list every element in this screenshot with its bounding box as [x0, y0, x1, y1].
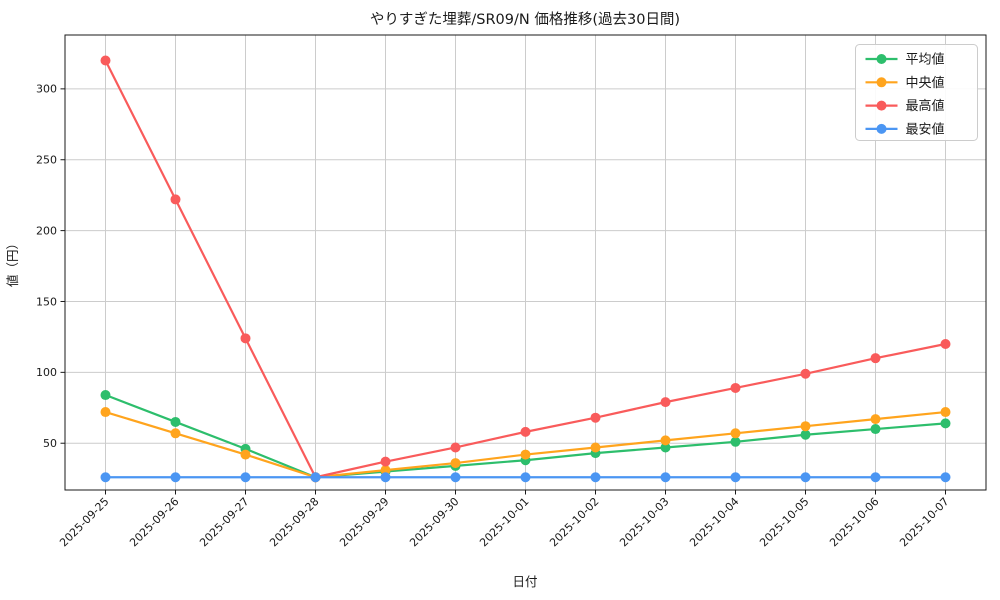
data-point [100, 390, 111, 401]
data-point [170, 428, 181, 439]
legend-label: 中央値 [906, 75, 945, 91]
data-point [660, 442, 671, 453]
x-tick-label: 2025-09-26 [127, 495, 181, 549]
data-point [870, 414, 881, 425]
data-point [870, 472, 881, 483]
series-3 [100, 472, 951, 483]
data-point [240, 333, 251, 344]
legend-marker-dot [876, 77, 887, 88]
x-tick-label: 2025-10-04 [687, 495, 741, 549]
data-point [800, 472, 811, 483]
data-point [940, 472, 951, 483]
data-point [940, 339, 951, 350]
data-point [380, 465, 391, 476]
x-tick-label: 2025-10-06 [827, 495, 881, 549]
data-point [660, 397, 671, 408]
data-point [100, 472, 111, 483]
series-2 [100, 55, 951, 483]
data-point [870, 424, 881, 435]
series-layer [100, 55, 951, 483]
x-tick-label: 2025-10-02 [547, 495, 601, 549]
x-tick-label: 2025-10-05 [757, 495, 811, 549]
data-point [520, 449, 531, 460]
legend-item: 最高値 [865, 98, 945, 114]
data-point [800, 368, 811, 379]
y-tick-label: 200 [36, 224, 57, 237]
legend-marker-dot [876, 123, 887, 134]
legend-item: 中央値 [865, 75, 945, 91]
legend-item: 最安値 [865, 122, 945, 138]
legend-label: 最高値 [906, 98, 945, 114]
data-point [870, 353, 881, 364]
data-point [520, 472, 531, 483]
x-tick-label: 2025-10-07 [897, 495, 951, 549]
data-point [100, 55, 111, 66]
legend-label: 平均値 [906, 52, 945, 68]
legend-item: 平均値 [865, 52, 945, 68]
data-point [730, 472, 741, 483]
chart-title: やりすぎた埋葬/SR09/N 価格推移(過去30日間) [370, 11, 680, 28]
data-point [590, 412, 601, 423]
data-point [450, 442, 461, 453]
data-point [730, 382, 741, 393]
series-1 [100, 407, 951, 483]
x-tick-label: 2025-09-30 [407, 495, 461, 549]
data-point [240, 472, 251, 483]
x-tick-label: 2025-09-25 [57, 495, 111, 549]
y-tick-label: 150 [36, 295, 57, 308]
data-point [940, 407, 951, 418]
data-point [450, 472, 461, 483]
data-point [590, 442, 601, 453]
data-point [240, 449, 251, 460]
data-point [170, 416, 181, 427]
data-point [170, 194, 181, 205]
x-tick-label: 2025-09-29 [337, 495, 391, 549]
y-axis-label: 値（円） [5, 237, 20, 287]
data-point [590, 472, 601, 483]
x-axis-label: 日付 [512, 574, 537, 589]
data-point [940, 418, 951, 429]
data-point [660, 435, 671, 446]
data-point [450, 458, 461, 469]
data-point [800, 429, 811, 440]
legend-marker-dot [876, 54, 887, 64]
data-point [520, 426, 531, 437]
legend-marker-dot [876, 100, 887, 111]
x-tick-label: 2025-09-27 [197, 495, 251, 549]
data-point [660, 472, 671, 483]
data-point [170, 472, 181, 483]
y-tick-label: 250 [36, 154, 57, 167]
y-tick-label: 50 [43, 437, 57, 450]
data-point [310, 472, 321, 483]
data-point [380, 456, 391, 467]
data-point [800, 421, 811, 432]
data-point [730, 436, 741, 447]
x-tick-label: 2025-09-28 [267, 495, 321, 549]
y-tick-label: 100 [36, 366, 57, 379]
x-tick-label: 2025-10-03 [617, 495, 671, 549]
y-tick-label: 300 [36, 83, 57, 96]
data-point [100, 407, 111, 418]
data-point [380, 472, 391, 483]
legend-box [855, 44, 978, 141]
legend-label: 最安値 [906, 122, 945, 138]
x-tick-label: 2025-10-01 [477, 495, 531, 549]
data-point [730, 428, 741, 439]
